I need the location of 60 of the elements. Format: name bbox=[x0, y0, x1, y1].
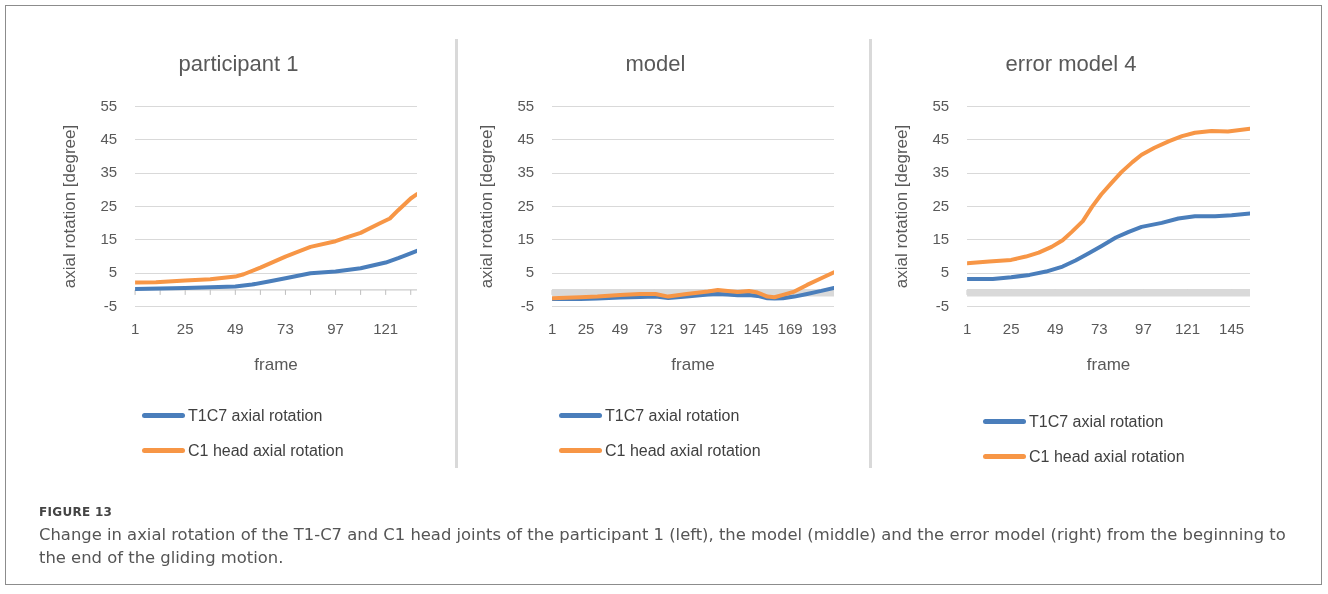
x-tick-label: 121 bbox=[709, 319, 735, 337]
y-tick-label: 45 bbox=[100, 129, 118, 147]
y-tick-label: 15 bbox=[100, 230, 118, 248]
y-tick-label: 55 bbox=[932, 96, 950, 114]
y-tick-label: 35 bbox=[517, 163, 535, 181]
chart-title: participant 1 bbox=[178, 51, 299, 77]
y-tick-label: 25 bbox=[100, 196, 118, 214]
text: Change in axial rotation of the T1-C7 and C1 head joints of the participant 1 (left), the model (middle) and the error model (right) from the beginning to the end of the gliding motion. bbox=[39, 524, 1287, 569]
x-tick-label: 25 bbox=[176, 319, 194, 337]
chart-title: model bbox=[625, 51, 686, 77]
x-tick-label: 25 bbox=[577, 319, 595, 337]
chart-title: error model 4 bbox=[1005, 51, 1137, 77]
x-tick-label: 97 bbox=[679, 319, 697, 337]
legend-label: T1C7 axial rotation bbox=[1029, 412, 1164, 431]
y-tick-label: 45 bbox=[517, 129, 535, 147]
y-tick-label: 5 bbox=[940, 263, 950, 281]
y-axis-title: axial rotation [degree] bbox=[476, 124, 496, 289]
x-tick-label: 1 bbox=[962, 319, 972, 337]
x-axis-title: frame bbox=[671, 355, 715, 375]
legend-label: C1 head axial rotation bbox=[605, 441, 761, 460]
y-tick-label: 35 bbox=[100, 163, 118, 181]
y-axis-title: axial rotation [degree] bbox=[891, 124, 911, 289]
y-tick-label: -5 bbox=[520, 296, 535, 314]
y-tick-label: 15 bbox=[517, 230, 535, 248]
y-tick-label: 35 bbox=[932, 163, 950, 181]
y-tick-label: 45 bbox=[932, 129, 950, 147]
x-tick-label: 49 bbox=[226, 319, 244, 337]
y-tick-label: 15 bbox=[932, 230, 950, 248]
x-tick-label: 73 bbox=[277, 319, 294, 337]
y-tick-label: -5 bbox=[935, 296, 950, 314]
y-tick-label: 55 bbox=[100, 96, 118, 114]
x-tick-label: 97 bbox=[327, 319, 344, 337]
x-axis-title: frame bbox=[1086, 355, 1131, 375]
y-tick-label: -5 bbox=[103, 296, 118, 314]
x-tick-label: 1 bbox=[547, 319, 557, 337]
x-tick-label: 49 bbox=[611, 319, 629, 337]
x-tick-label: 1 bbox=[130, 319, 140, 337]
x-tick-label: 121 bbox=[373, 319, 399, 337]
x-tick-label: 121 bbox=[1175, 319, 1201, 337]
x-axis-title: frame bbox=[254, 355, 298, 375]
legend-label: C1 head axial rotation bbox=[1029, 447, 1185, 466]
x-tick-label: 145 bbox=[743, 319, 769, 337]
x-tick-label: 73 bbox=[1091, 319, 1108, 337]
y-tick-label: 5 bbox=[525, 263, 535, 281]
y-tick-label: 5 bbox=[108, 263, 118, 281]
y-tick-label: 25 bbox=[517, 196, 535, 214]
x-tick-label: 25 bbox=[1002, 319, 1020, 337]
legend-label: T1C7 axial rotation bbox=[605, 406, 740, 425]
legend-label: C1 head axial rotation bbox=[188, 441, 344, 460]
text: FIGURE 13 bbox=[39, 505, 114, 519]
x-tick-label: 49 bbox=[1046, 319, 1064, 337]
x-tick-label: 169 bbox=[777, 319, 803, 337]
y-axis-title: axial rotation [degree] bbox=[59, 124, 79, 289]
legend-label: T1C7 axial rotation bbox=[188, 406, 323, 425]
x-tick-label: 73 bbox=[645, 319, 663, 337]
x-tick-label: 193 bbox=[811, 319, 837, 337]
x-tick-label: 145 bbox=[1219, 319, 1245, 337]
y-tick-label: 55 bbox=[517, 96, 535, 114]
y-tick-label: 25 bbox=[932, 196, 950, 214]
x-tick-label: 97 bbox=[1135, 319, 1152, 337]
